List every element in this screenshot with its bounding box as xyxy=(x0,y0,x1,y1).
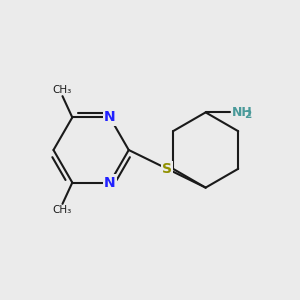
Text: NH: NH xyxy=(232,106,253,119)
Text: CH₃: CH₃ xyxy=(53,85,72,94)
Text: N: N xyxy=(104,110,116,124)
Text: 2: 2 xyxy=(244,110,251,120)
Text: N: N xyxy=(104,176,116,190)
Text: S: S xyxy=(162,162,172,176)
Text: CH₃: CH₃ xyxy=(53,206,72,215)
